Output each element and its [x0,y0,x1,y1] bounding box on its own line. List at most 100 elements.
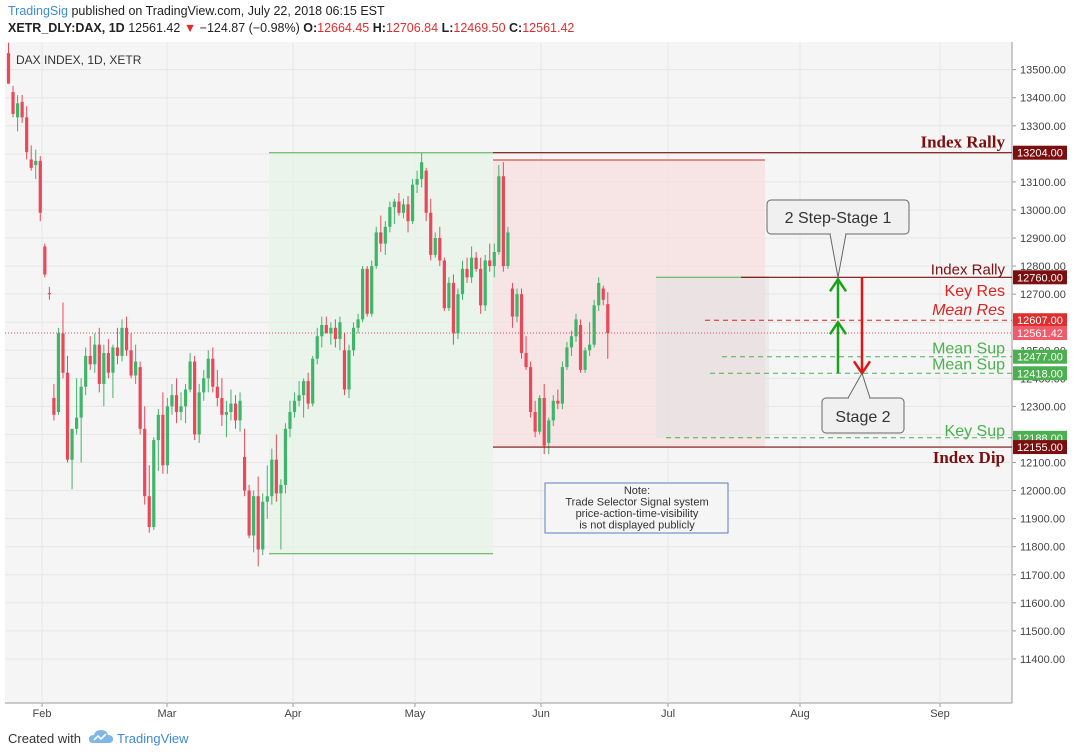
candle-body [315,336,319,359]
candle [165,397,169,474]
candle [465,257,469,283]
candle-body [433,238,437,255]
y-tick-label: 11600.00 [1020,598,1065,610]
candle-body [75,417,79,429]
callout-stage1-text: 2 Step-Stage 1 [785,210,892,227]
candle-body [447,282,451,309]
candle-body [38,160,42,213]
candle [451,274,456,345]
candle-body [170,395,174,407]
candle-body [479,268,483,306]
candle-body [11,92,15,114]
candle [415,170,419,194]
candle [106,339,110,379]
candle [15,95,20,132]
candle-body [542,397,546,446]
candle [533,400,537,438]
candle [506,226,510,269]
tradingview-brand[interactable]: TradingView [117,731,189,746]
candle-body [179,406,183,412]
candle-body [43,246,47,275]
candle-body [183,389,188,407]
candle-body [578,325,583,370]
candle [138,361,142,435]
candle-body [488,260,492,267]
price-tag-label: 12760.00 [1017,272,1063,284]
candle-body [115,347,120,356]
candle [233,395,238,429]
candle [551,395,555,427]
candle-body [47,293,51,295]
candle [538,395,542,435]
candle [474,252,478,272]
candle-body [120,327,124,356]
candle [134,344,138,384]
candle [370,260,374,317]
candle [442,257,446,311]
candle [560,361,564,410]
candle [320,316,324,348]
candle-body [442,260,446,309]
candle [265,465,269,519]
candle-body [238,400,242,421]
candle [34,149,38,180]
candle-body [288,411,292,429]
candle [29,145,33,171]
candle [547,417,551,455]
y-tick-label: 12900.00 [1020,233,1066,245]
candle-body [424,170,428,213]
candle-body [342,350,347,390]
candle [43,243,47,278]
candle [252,490,256,553]
x-tick-label: Aug [790,708,810,720]
note-line: price-action-time-visibility [576,508,699,520]
level-label-index-rally: Index Rally [920,133,1005,152]
candle-body [292,400,297,412]
low-value: 12469.50 [453,21,506,35]
candle-body [456,294,460,334]
candle [261,493,265,556]
level-label-index-rally-2: Index Rally [931,261,1006,278]
y-tick-label: 13400.00 [1020,93,1066,105]
candle [606,292,610,359]
candle [510,282,515,328]
candle [429,198,433,261]
candle [410,179,415,224]
candle [365,266,369,317]
x-tick-label: Jul [661,708,675,720]
candle-body [524,353,528,368]
candle-body [515,294,519,317]
candle [97,327,101,393]
candle-body [397,201,401,213]
price-change: −124.87 (−0.98%) [199,21,300,35]
candle-body [34,160,38,166]
chart-header: TradingSig published on TradingView.com,… [0,0,1075,40]
candle [383,221,387,255]
candle [447,277,451,311]
y-tick-label: 12100.00 [1020,458,1066,470]
candle-body [483,260,487,306]
candle-body [247,490,251,536]
candle-body [229,403,233,412]
candle [488,243,492,272]
candle [433,232,437,258]
candle [70,428,74,490]
candle-body [329,327,333,334]
candlestick-chart[interactable]: 11400.00 11500.00 11600.00 11700.00 11800.00… [0,40,1075,722]
tradingview-cloud-icon[interactable] [88,728,114,746]
candle-body [383,226,387,244]
x-tick-label: May [405,708,426,720]
candle-body [233,403,238,421]
candle-body [93,344,97,365]
price-tag [1013,326,1067,341]
candle-body [193,361,197,435]
price-tag [1013,440,1067,455]
candle-body [338,322,342,340]
created-with-label: Created with [8,731,81,746]
candle [302,378,306,418]
consolidation-zone-shade [656,277,769,438]
candle [601,285,605,306]
publisher-name[interactable]: TradingSig [8,4,68,18]
candle [288,400,292,438]
price-tag-label: 13204.00 [1017,148,1063,160]
